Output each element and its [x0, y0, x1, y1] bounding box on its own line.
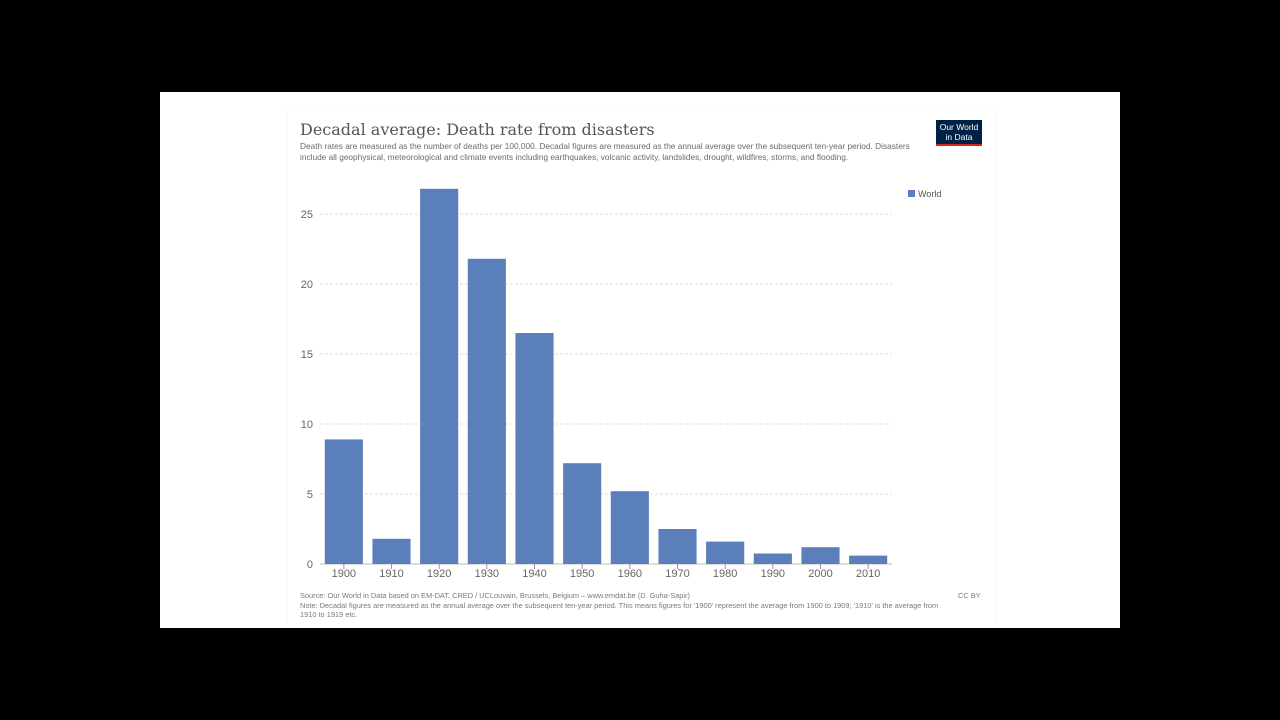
x-tick-label: 1900 — [332, 568, 356, 580]
legend-swatch[interactable] — [908, 190, 915, 197]
y-tick-label: 20 — [301, 279, 313, 291]
bar-1930[interactable] — [467, 258, 506, 564]
bars — [324, 188, 888, 565]
x-tick-label: 1970 — [665, 568, 689, 580]
x-axis-ticks: 1900 1910 1920 1930 1940 1950 1960 1970 1980 1990… — [332, 564, 880, 580]
x-tick-label: 2000 — [808, 568, 832, 580]
x-tick-label: 1910 — [379, 568, 403, 580]
owid-logo[interactable]: Our World in Data — [936, 120, 982, 146]
bar-1960[interactable] — [610, 491, 649, 564]
screen-frame: Decadal average: Death rate from disaste… — [160, 92, 1120, 628]
bar-1940[interactable] — [515, 333, 554, 564]
y-tick-label: 5 — [307, 489, 313, 501]
y-tick-label: 15 — [301, 349, 313, 361]
x-tick-label: 2010 — [856, 568, 880, 580]
x-tick-label: 1950 — [570, 568, 594, 580]
y-tick-label: 0 — [307, 559, 313, 571]
x-tick-label: 1930 — [475, 568, 499, 580]
license-link[interactable]: CC BY — [958, 591, 981, 600]
x-tick-label: 1920 — [427, 568, 451, 580]
source-text: Source: Our World in Data based on EM-DA… — [300, 591, 690, 600]
bar-1980[interactable] — [706, 541, 745, 564]
grid-lines — [320, 213, 892, 565]
legend[interactable]: World — [908, 189, 941, 199]
note-text: Note: Decadal figures are measured as th… — [300, 601, 939, 619]
bar-1900[interactable] — [324, 439, 363, 564]
y-axis-ticks: 0 5 10 15 20 25 — [301, 209, 313, 571]
x-tick-label: 1940 — [522, 568, 546, 580]
x-tick-label: 1990 — [761, 568, 785, 580]
bar-1990[interactable] — [753, 553, 792, 565]
y-tick-label: 25 — [301, 209, 313, 221]
chart-subtitle: Death rates are measured as the number o… — [300, 141, 910, 162]
y-tick-label: 10 — [301, 419, 313, 431]
chart-title: Decadal average: Death rate from disaste… — [300, 120, 655, 139]
x-tick-label: 1980 — [713, 568, 737, 580]
bar-2000[interactable] — [801, 547, 840, 564]
bar-2010[interactable] — [849, 555, 888, 564]
bar-1910[interactable] — [372, 538, 411, 564]
bar-1950[interactable] — [563, 463, 602, 564]
bar-1970[interactable] — [658, 529, 697, 564]
bar-1920[interactable] — [420, 188, 459, 565]
legend-label[interactable]: World — [918, 189, 941, 199]
x-tick-label: 1960 — [618, 568, 642, 580]
